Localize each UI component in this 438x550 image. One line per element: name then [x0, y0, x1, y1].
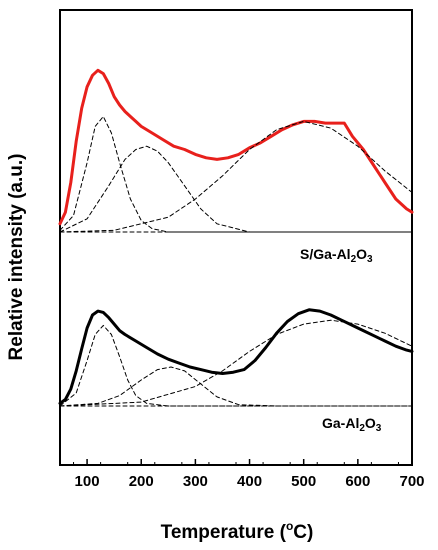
x-tick-label: 300 [183, 473, 208, 490]
x-tick-label: 200 [129, 473, 154, 490]
x-tick-label: 500 [291, 473, 316, 490]
x-axis-ticks: 100 200 300 400 500 600 700 [73, 459, 425, 490]
series-line-s-ga-al2o3 [58, 68, 414, 226]
y-axis-title: Relative intensity (a.u.) [6, 154, 27, 361]
plot-area [58, 9, 414, 466]
x-axis-title: Temperature (oC) [161, 519, 314, 543]
x-tick-label: 600 [345, 473, 370, 490]
plot-frame [59, 9, 413, 466]
fitted-peak-line [59, 116, 413, 233]
fitted-peak-line [59, 319, 413, 407]
series-line-ga-al2o3 [58, 308, 414, 405]
x-tick-label: 400 [237, 473, 262, 490]
x-axis-title-prefix: Temperature ( [161, 522, 287, 543]
series-label-s-ga-al2o3: S/Ga-Al2O3 [300, 246, 373, 265]
fitted-peak-line [59, 145, 413, 233]
series-label-ga-al2o3: Ga-Al2O3 [322, 415, 382, 434]
fitted-peak-line [59, 366, 413, 407]
x-tick-label: 100 [75, 473, 100, 490]
x-axis-title-degree: o [286, 519, 293, 533]
fitted-peak-line [59, 324, 413, 407]
fitted-peak-line [59, 120, 413, 233]
x-tick-label: 700 [399, 473, 424, 490]
x-axis-title-unit: C) [293, 522, 313, 543]
